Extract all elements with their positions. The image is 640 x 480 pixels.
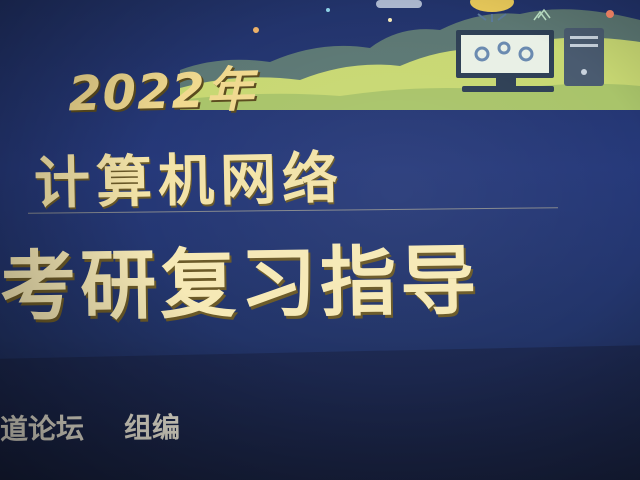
idea-cloud-icon bbox=[470, 0, 514, 22]
editor-role: 组编 bbox=[123, 411, 181, 445]
title-line-2: 考研复习指导 bbox=[0, 235, 481, 332]
gears-icon bbox=[474, 41, 534, 62]
cover-illustration bbox=[180, 0, 640, 110]
edition-year: 2022年 bbox=[67, 61, 256, 123]
computer-monitor-icon bbox=[456, 30, 554, 92]
editor-name: 道论坛 bbox=[0, 412, 85, 446]
tower-pc-icon bbox=[564, 28, 604, 86]
speech-bubble-icon bbox=[376, 0, 422, 8]
title-line-1: 计算机网络 bbox=[33, 146, 345, 217]
editor-credit: 道论坛 组编 bbox=[0, 406, 180, 448]
